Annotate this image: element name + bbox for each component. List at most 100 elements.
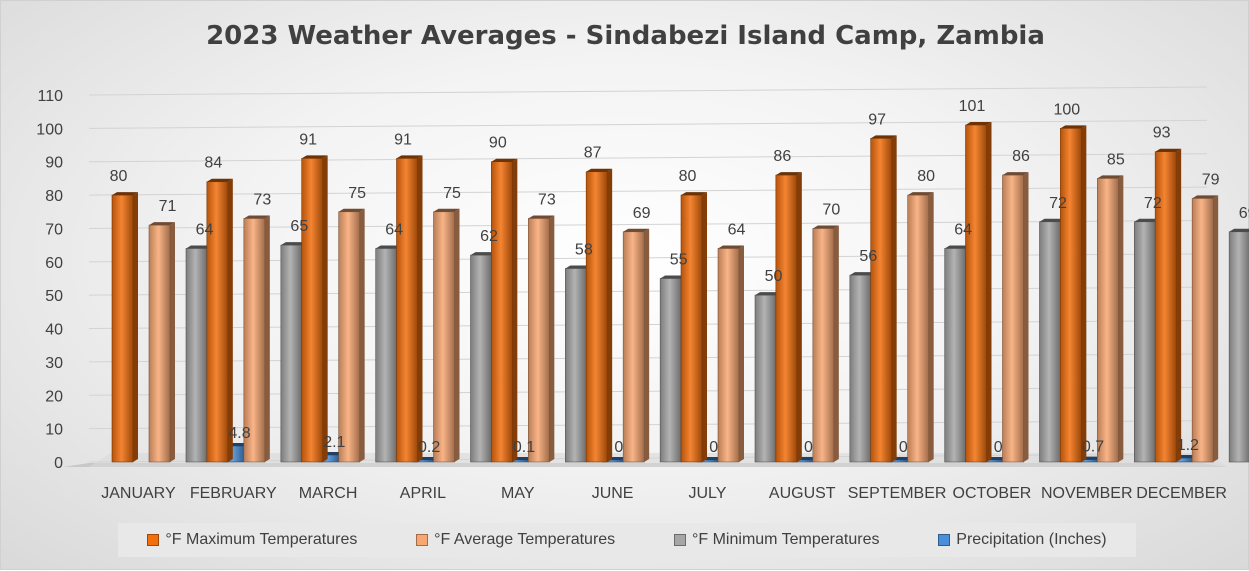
x-tick-label: APRIL [400,485,446,502]
y-tick-label: 40 [45,322,63,339]
legend-label: °F Average Temperatures [434,531,616,548]
data-label: 84 [204,155,222,172]
x-tick-label: NOVEMBER [1041,485,1133,502]
legend-item-2: °F Average Temperatures [416,531,615,549]
y-tick-label: 70 [45,221,63,238]
data-label: 69 [1239,205,1249,222]
data-label: 80 [110,168,128,185]
bar-august-series-2 [812,225,839,463]
bar-april-series-2 [433,208,460,463]
data-label: 0.2 [418,439,440,456]
y-tick-label: 90 [45,155,63,172]
x-tick-label: OCTOBER [953,485,1032,502]
data-label: 64 [728,221,746,238]
data-label: 91 [394,131,412,148]
x-tick-label: AUGUST [769,485,836,502]
x-tick-label: JANUARY [101,485,176,502]
bar-april-series-1 [396,155,423,463]
gridline [88,86,1208,96]
x-tick-label: FEBRUARY [190,485,277,502]
data-label: 86 [1012,148,1030,165]
data-label: 0 [614,439,623,456]
chart-title: 2023 Weather Averages - Sindabezi Island… [206,21,1045,51]
bar-november-series-2 [1097,175,1124,463]
data-label: 100 [1053,101,1080,118]
y-tick-label: 50 [45,288,63,305]
legend-item-3: °F Minimum Temperatures [673,531,880,549]
data-label: 0.7 [1082,439,1104,456]
data-label: 73 [253,191,271,208]
legend-item-4: Precipitation (Inches) [938,531,1107,549]
legend-label: Precipitation (Inches) [956,531,1107,548]
data-label: 97 [868,111,886,128]
data-label: 55 [670,252,688,269]
bar-december-series-2 [1191,195,1219,463]
data-label: 0 [804,439,813,456]
data-label: 4.8 [228,425,250,442]
data-label: 2.1 [323,434,345,451]
data-label: 85 [1107,151,1125,168]
data-label: 1.2 [1177,437,1199,454]
data-label: 75 [348,185,366,202]
data-label: 70 [822,201,840,218]
bar-december-series-1 [1154,148,1182,463]
bar-february-series-1 [206,178,233,463]
data-label: 75 [443,185,461,202]
y-tick-label: 10 [45,422,63,439]
data-label: 0 [994,439,1003,456]
x-tick-label: MARCH [299,485,358,502]
legend-item-1: °F Maximum Temperatures [147,531,357,549]
bar-november-series-1 [1060,125,1087,463]
data-label: 56 [859,248,877,265]
legend-swatch [416,534,429,546]
data-label: 79 [1202,171,1220,188]
data-label: 0 [899,439,908,456]
data-label: 80 [679,168,697,185]
data-label: 73 [538,191,556,208]
data-label: 69 [633,205,651,222]
bar-october-series-2 [1002,172,1029,463]
bar-january-series-1 [111,192,138,463]
data-label: 72 [1049,195,1067,212]
data-label: 0.1 [513,439,535,456]
x-tick-label: DECEMBER [1136,485,1227,502]
bar-may-series-2 [528,215,555,463]
legend: °F Maximum Temperatures °F Average Temper… [118,523,1136,557]
y-tick-label: 100 [36,121,63,138]
x-tick-label: MAY [501,485,535,502]
bar-september-series-2 [907,192,934,463]
bar-august-series-1 [775,172,802,463]
bar-september-series-1 [870,135,897,463]
gridline [88,153,1208,163]
data-label: 64 [196,221,214,238]
x-tick-label: SEPTEMBER [848,485,947,502]
data-label: 101 [959,98,986,115]
legend-label: °F Maximum Temperatures [165,531,358,548]
legend-label: °F Minimum Temperatures [691,531,880,548]
legend-swatch [938,534,951,546]
y-tick-label: 60 [45,255,63,272]
bar-july-series-1 [680,192,707,463]
bar-january-series-2 [148,222,175,463]
x-tick-label: JUNE [592,485,634,502]
data-label: 71 [159,198,177,215]
bar-may-series-1 [491,158,518,463]
data-label: 62 [480,228,498,245]
y-tick-label: 30 [45,355,63,372]
bar-october-series-1 [965,122,992,463]
bar-december-series-3 [1228,228,1249,463]
x-tick-label: JULY [688,485,726,502]
legend-swatch [147,534,160,546]
data-label: 90 [489,135,507,152]
bar-march-series-1 [301,155,328,463]
y-tick-label: 80 [45,188,63,205]
bar-june-series-2 [622,228,650,463]
y-tick-label: 20 [45,388,63,405]
bar-june-series-1 [585,168,613,463]
data-label: 50 [765,268,783,285]
data-label: 87 [584,145,602,162]
data-label: 64 [954,221,972,238]
data-label: 58 [575,241,593,258]
y-tick-label: 110 [37,88,63,105]
